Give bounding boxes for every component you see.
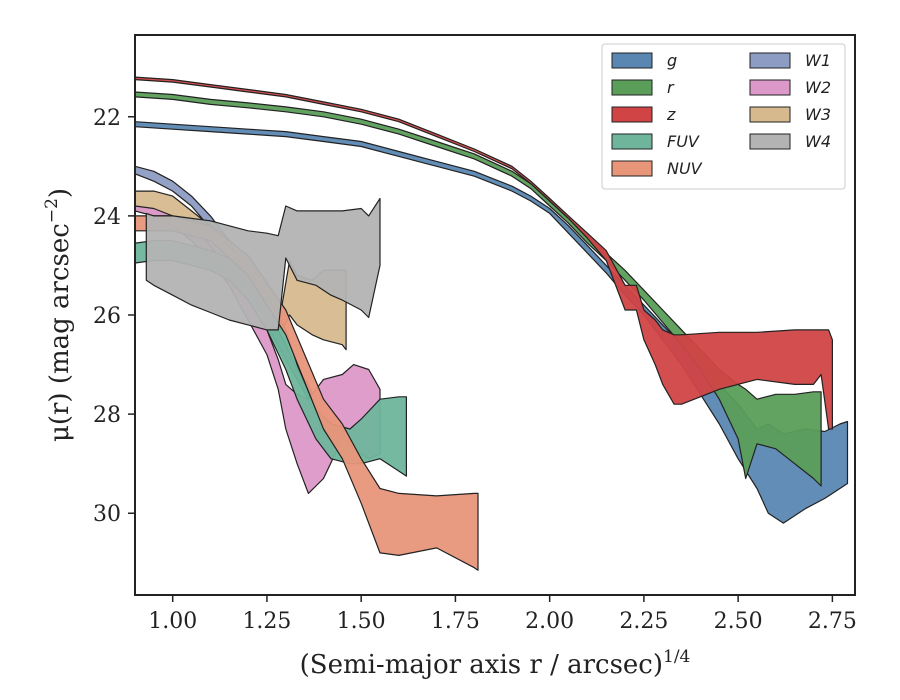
series-layer — [135, 76, 849, 571]
x-tick-label: 2.50 — [714, 609, 763, 634]
legend-swatch-z — [611, 106, 653, 123]
legend-label-w4: W4 — [805, 132, 831, 151]
x-axis-label-text: (Semi-major axis r / arcsec) — [300, 650, 663, 680]
legend-label-fuv: FUV — [667, 132, 700, 151]
legend-swatch-w3 — [749, 106, 791, 123]
x-tick-label: 2.25 — [619, 609, 668, 634]
x-tick-label: 1.25 — [242, 609, 291, 634]
y-tick-label: 28 — [93, 403, 121, 428]
legend-swatch-fuv — [611, 133, 653, 150]
legend-swatch-w1 — [749, 52, 791, 69]
x-axis-label: (Semi-major axis r / arcsec)1/4 — [300, 647, 691, 680]
legend-label-w1: W1 — [805, 51, 831, 70]
legend-swatch-g — [611, 52, 653, 69]
x-tick-label: 1.75 — [431, 609, 480, 634]
legend-label-z: z — [666, 105, 676, 124]
y-tick-label: 22 — [93, 106, 121, 131]
legend-swatch-nuv — [611, 160, 653, 177]
y-axis-label: μ(r) (mag arcsec−2) — [42, 188, 75, 442]
legend-swatch-r — [611, 79, 653, 96]
series-band-r — [135, 91, 822, 487]
y-axis-label-close: ) — [45, 188, 75, 198]
x-tick-label: 2.75 — [808, 609, 857, 634]
legend-label-r: r — [667, 78, 675, 97]
x-axis-ticks: 1.00 1.25 1.50 1.75 2.00 2.25 2.50 2.75 — [148, 595, 857, 634]
y-tick-label: 24 — [93, 205, 121, 230]
legend-swatch-w4 — [749, 133, 791, 150]
legend-entries: grz FUV NUV W1 W2 W3 W4 — [611, 51, 831, 178]
x-axis-label-exponent: 1/4 — [663, 647, 690, 667]
x-tick-label: 1.50 — [337, 609, 386, 634]
y-axis-label-text: μ(r) (mag arcsec — [45, 223, 75, 442]
x-tick-label: 1.00 — [148, 609, 197, 634]
series-band-w4 — [145, 197, 381, 331]
legend-label-w2: W2 — [805, 78, 831, 97]
series-band-g — [135, 121, 849, 524]
legend-label-g: g — [667, 51, 677, 70]
x-tick-label: 2.00 — [525, 609, 574, 634]
legend-label-nuv: NUV — [667, 159, 703, 178]
y-axis-ticks: 22 24 26 28 30 — [93, 106, 135, 527]
series-band-z — [135, 76, 834, 430]
y-tick-label: 26 — [93, 304, 121, 329]
legend-label-w3: W3 — [805, 105, 831, 124]
legend: grz FUV NUV W1 W2 W3 W4 — [601, 43, 846, 190]
y-tick-label: 30 — [93, 502, 121, 527]
y-axis-label-exponent: −2 — [42, 198, 62, 223]
legend-swatch-w2 — [749, 79, 791, 96]
